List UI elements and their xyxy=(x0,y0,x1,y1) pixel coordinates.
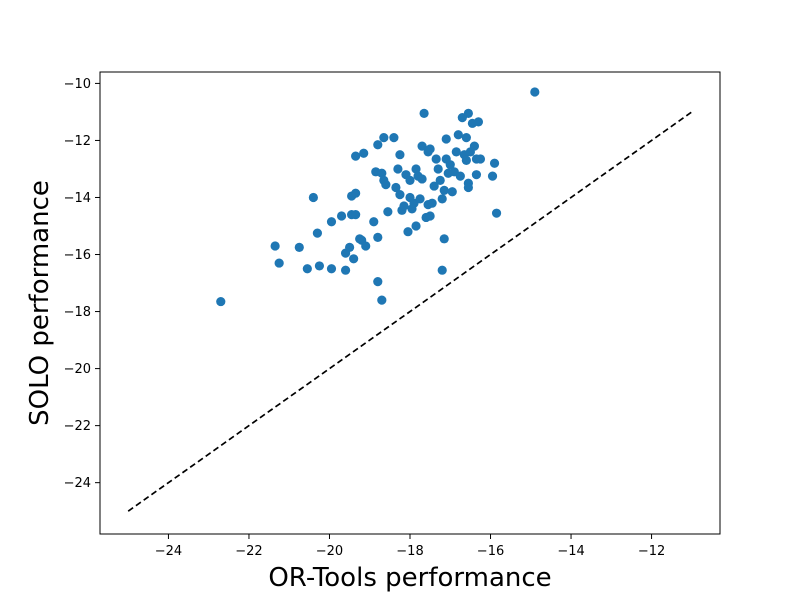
x-tick-label: −20 xyxy=(316,544,343,559)
scatter-point xyxy=(381,180,391,190)
plot-area xyxy=(127,87,693,512)
y-axis-label: SOLO performance xyxy=(25,180,55,426)
scatter-point xyxy=(473,117,484,127)
scatter-point xyxy=(351,188,361,198)
scatter-point xyxy=(351,151,361,161)
y-tick-label: −10 xyxy=(64,77,91,92)
scatter-point xyxy=(417,174,427,184)
scatter-point xyxy=(455,171,465,181)
y-tick-label: −24 xyxy=(64,476,91,491)
scatter-point xyxy=(441,134,451,144)
scatter-point xyxy=(361,241,371,251)
scatter-point xyxy=(314,261,325,271)
scatter-point xyxy=(294,242,304,252)
scatter-point xyxy=(463,108,473,118)
x-tick-label: −18 xyxy=(396,544,423,559)
scatter-point xyxy=(475,154,486,164)
scatter-point xyxy=(415,194,425,204)
y-tick-label: −12 xyxy=(64,134,91,149)
scatter-point xyxy=(411,164,421,174)
scatter-point xyxy=(312,228,323,238)
scatter-point xyxy=(393,164,403,174)
x-tick-label: −14 xyxy=(557,544,584,559)
scatter-point xyxy=(417,141,427,151)
scatter-point xyxy=(326,217,337,227)
scatter-point xyxy=(340,265,351,275)
scatter-point xyxy=(405,175,415,185)
scatter-point xyxy=(461,132,471,143)
y-tick-label: −22 xyxy=(64,419,91,434)
scatter-point xyxy=(469,141,480,151)
scatter-point xyxy=(463,182,473,193)
scatter-point xyxy=(431,154,441,164)
scatter-point xyxy=(491,208,502,218)
scatter-point xyxy=(216,296,226,307)
scatter-point xyxy=(379,132,389,143)
scatter-point xyxy=(433,164,443,174)
scatter-point xyxy=(308,192,318,203)
scatter-point xyxy=(489,158,500,168)
scatter-point xyxy=(373,232,383,243)
scatter-point xyxy=(270,241,280,251)
scatter-point xyxy=(377,168,387,178)
scatter-point xyxy=(447,187,457,197)
scatter-point xyxy=(435,175,445,185)
x-tick-label: −12 xyxy=(638,544,665,559)
scatter-point xyxy=(373,140,383,150)
scatter-point xyxy=(429,181,439,191)
scatter-point xyxy=(383,207,393,217)
scatter-point xyxy=(471,170,482,180)
scatter-point xyxy=(359,148,369,158)
scatter-point xyxy=(425,144,435,154)
scatter-point xyxy=(395,190,405,200)
scatter-point xyxy=(437,265,447,275)
scatter-point xyxy=(336,211,347,221)
scatter-point xyxy=(399,201,409,211)
scatter-point xyxy=(351,209,361,220)
scatter-point xyxy=(274,258,284,268)
y-tick-label: −16 xyxy=(64,248,91,263)
scatter-point xyxy=(377,295,387,305)
scatter-point xyxy=(439,185,449,195)
scatter-point xyxy=(451,147,461,157)
scatter-point xyxy=(461,155,471,166)
y-tick-label: −14 xyxy=(64,191,91,206)
scatter-point xyxy=(391,182,401,193)
scatter-point xyxy=(302,264,312,274)
x-tick-label: −22 xyxy=(235,544,262,559)
scatter-point xyxy=(389,132,399,143)
x-tick-label: −16 xyxy=(477,544,504,559)
scatter-point xyxy=(530,87,540,97)
scatter-point xyxy=(345,242,355,252)
reference-line xyxy=(127,111,693,512)
y-tick-label: −18 xyxy=(64,305,91,320)
scatter-point xyxy=(373,277,383,287)
scatter-point xyxy=(326,264,337,274)
scatter-point xyxy=(411,221,421,231)
scatter-point xyxy=(437,194,447,204)
scatter-point xyxy=(445,160,455,170)
scatter-point xyxy=(427,198,437,208)
scatter-point xyxy=(403,227,413,237)
scatter-point xyxy=(395,150,405,160)
scatter-point xyxy=(419,108,429,118)
scatter-point xyxy=(425,211,435,221)
scatter-point xyxy=(349,254,359,264)
scatter-point xyxy=(487,171,498,181)
y-tick-label: −20 xyxy=(64,362,91,377)
scatter-point xyxy=(439,234,449,244)
x-axis-label: OR-Tools performance xyxy=(268,563,551,593)
scatter-point xyxy=(369,217,379,227)
y-axis: −24 −22 −20 −18 −16 −14 −12 −10 xyxy=(64,77,100,491)
scatter-point xyxy=(453,130,463,140)
x-axis: −24 −22 −20 −18 −16 −14 −12 xyxy=(155,534,665,559)
x-tick-label: −24 xyxy=(155,544,182,559)
